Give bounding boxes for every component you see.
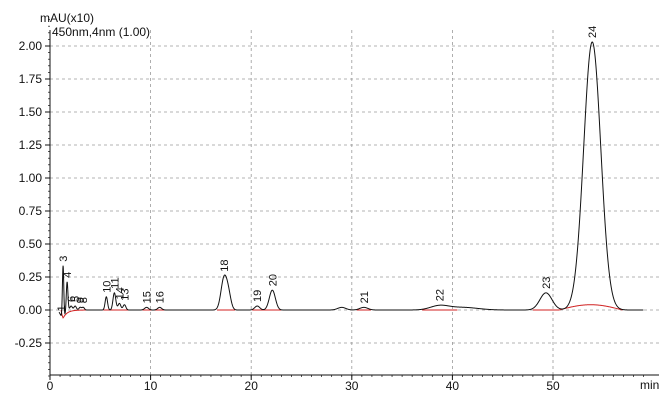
peak-label: 9 [75, 297, 87, 303]
y-tick-label: 0.75 [19, 204, 43, 218]
baseline-segment [558, 304, 623, 311]
peak-label: 20 [267, 274, 279, 286]
y-tick-label: -0.25 [15, 336, 43, 350]
x-tick-label: 20 [245, 379, 259, 393]
x-tick-labels: 0 10 20 30 40 50 [47, 379, 560, 393]
peak-label: 8 [78, 297, 90, 303]
y-tick-label: 0.25 [19, 270, 43, 284]
y-tick-labels: -0.25 0.00 0.25 0.50 0.75 1.00 1.25 1.50 1.75 2.0… [15, 39, 43, 350]
x-tick-label: 50 [546, 379, 560, 393]
peak-label: 5 [70, 296, 82, 302]
peak-label: 14 [114, 287, 126, 299]
y-tick-label: 1.00 [19, 171, 43, 185]
y-tick-label: 1.25 [19, 138, 43, 152]
y-tick-label: 2.00 [19, 39, 43, 53]
x-tick-label: 30 [345, 379, 359, 393]
signal-trace [58, 41, 644, 317]
peak-label: 22 [434, 289, 446, 301]
peak-label: 13 [119, 288, 131, 300]
peak-label: 21 [359, 291, 371, 303]
peak-label: 11 [109, 277, 121, 288]
x-tick-label: 40 [446, 379, 460, 393]
y-tick-label: 0.50 [19, 237, 43, 251]
peak-label: 19 [252, 290, 264, 302]
peak-label: 3 [58, 256, 70, 262]
detector-label: 450nm,4nm (1.00) [52, 25, 150, 39]
peak-label: 6 [66, 296, 78, 302]
peak-label: 1 [56, 305, 68, 311]
signal-line [58, 41, 644, 317]
axes [45, 19, 659, 380]
peak-label: 4 [62, 272, 74, 278]
y-unit-label: mAU(x10) [40, 11, 94, 25]
peak-label: 23 [541, 277, 553, 289]
peak-label: 10 [101, 281, 113, 293]
baseline-trace [60, 304, 623, 319]
x-tick-label: 0 [47, 379, 54, 393]
x-axis-label: min [640, 378, 659, 392]
y-tick-label: 1.75 [19, 72, 43, 86]
x-tick-label: 10 [144, 379, 158, 393]
y-tick-label: 1.50 [19, 105, 43, 119]
y-tick-label: 0.00 [19, 303, 43, 317]
baseline-segment [60, 309, 87, 319]
peak-label: 24 [587, 26, 599, 38]
peak-label: 18 [219, 259, 231, 271]
peak-label: 16 [155, 291, 167, 303]
peak-label: 15 [142, 291, 154, 303]
grid-lines [50, 30, 659, 375]
